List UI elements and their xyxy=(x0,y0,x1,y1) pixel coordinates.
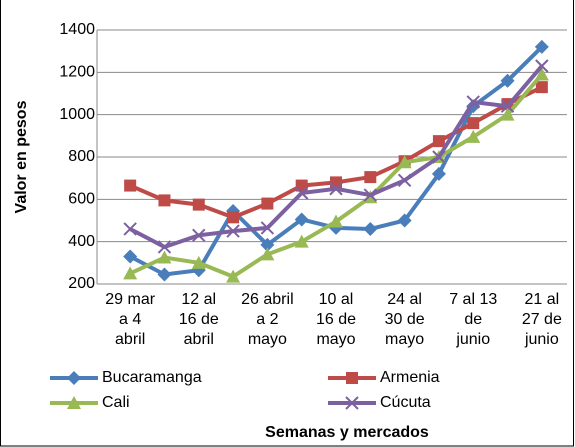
x-tick-label: 29 mar a 4 abril xyxy=(105,291,155,348)
marker xyxy=(192,198,205,211)
marker xyxy=(397,155,412,169)
x-axis-title: Semanas y mercados xyxy=(265,424,429,441)
x-tick-label: 10 al 16 de mayo xyxy=(316,291,356,348)
marker xyxy=(294,212,309,227)
marker xyxy=(329,214,343,228)
y-tick-label: 1200 xyxy=(59,64,95,81)
marker xyxy=(227,211,240,224)
marker xyxy=(431,166,446,181)
marker xyxy=(330,176,342,189)
marker xyxy=(294,234,309,248)
marker xyxy=(294,186,309,200)
series-line xyxy=(129,45,544,277)
marker xyxy=(535,59,549,73)
marker xyxy=(260,247,275,261)
marker xyxy=(467,117,480,130)
marker xyxy=(466,129,481,143)
marker xyxy=(124,179,137,192)
marker xyxy=(123,222,137,236)
marker xyxy=(260,237,275,252)
marker xyxy=(500,73,515,88)
legend-label: Bucaramanga xyxy=(102,369,202,386)
marker xyxy=(226,224,240,238)
marker xyxy=(226,269,241,283)
marker xyxy=(500,107,515,121)
y-tick-label: 600 xyxy=(68,191,95,208)
marker xyxy=(397,173,412,187)
legend-label: Armenia xyxy=(380,369,440,386)
marker xyxy=(192,228,206,243)
y-tick-label: 800 xyxy=(68,148,95,165)
series-line xyxy=(129,85,543,220)
y-tick-label: 400 xyxy=(68,233,95,250)
marker xyxy=(364,171,377,184)
legend-label: Cúcuta xyxy=(380,394,431,411)
y-tick-label: 200 xyxy=(68,275,95,292)
marker xyxy=(261,197,274,210)
marker xyxy=(191,255,206,269)
marker xyxy=(432,150,446,164)
x-tick-label: 7 al 13 de junio xyxy=(449,291,497,348)
legend-label: Cali xyxy=(102,394,130,411)
x-tick-label: 26 abril a 2 mayo xyxy=(241,291,293,348)
marker xyxy=(346,372,358,384)
marker xyxy=(157,250,172,264)
x-tick-label: 21 al 27 de junio xyxy=(522,291,562,348)
marker xyxy=(466,95,480,109)
marker xyxy=(432,135,445,148)
marker xyxy=(534,39,549,54)
marker xyxy=(345,396,359,410)
marker xyxy=(158,194,171,207)
marker xyxy=(157,240,172,254)
marker xyxy=(363,221,378,236)
marker xyxy=(123,266,138,280)
marker xyxy=(67,396,81,409)
marker xyxy=(363,188,378,202)
marker xyxy=(329,182,343,196)
marker xyxy=(534,67,549,81)
marker xyxy=(157,267,172,282)
y-tick-label: 1400 xyxy=(59,21,95,38)
x-tick-label: 24 al 30 de mayo xyxy=(385,291,425,348)
marker xyxy=(67,371,81,385)
marker xyxy=(123,249,138,264)
y-tick-label: 1000 xyxy=(59,106,95,123)
y-axis-title: Valor en pesos xyxy=(13,100,30,213)
marker xyxy=(500,99,515,113)
marker xyxy=(260,221,275,235)
x-tick-label: 12 al 16 de abril xyxy=(179,291,219,348)
marker xyxy=(535,81,548,94)
marker xyxy=(397,213,412,228)
